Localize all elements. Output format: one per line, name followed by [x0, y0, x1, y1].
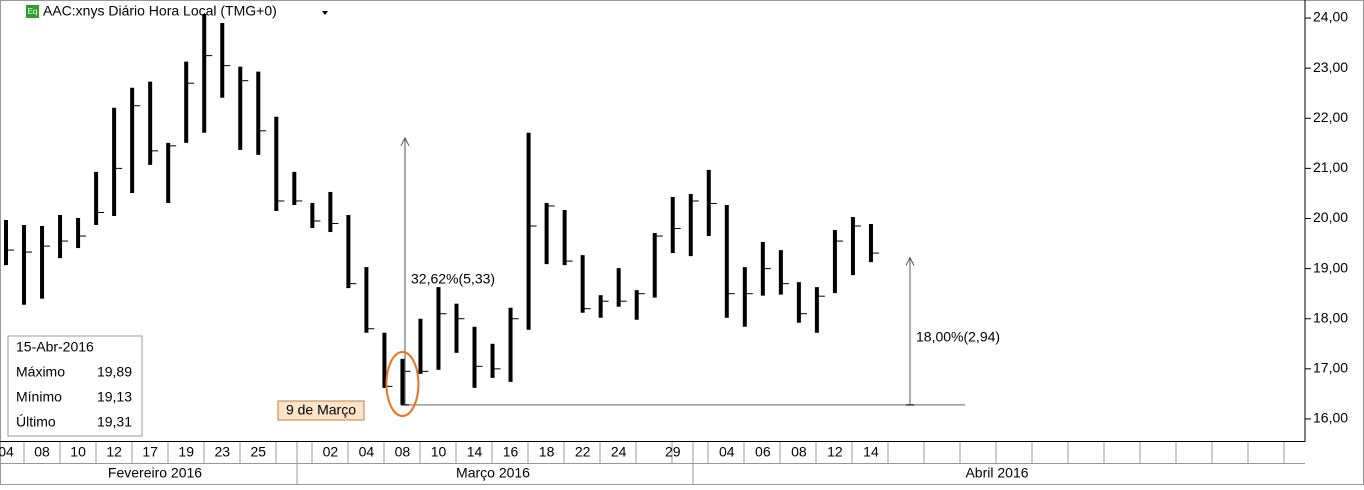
x-tick-label: 22	[575, 444, 591, 460]
highlight-circle	[385, 351, 420, 417]
y-tick-label: 23,00	[1313, 59, 1348, 75]
x-tick-label: 14	[863, 444, 879, 460]
info-date: 15-Abr-2016	[16, 339, 94, 355]
x-tick-label: 04	[359, 444, 375, 460]
x-tick-label: 06	[755, 444, 771, 460]
date-marker: 9 de Março	[286, 402, 356, 418]
y-tick-label: 17,00	[1313, 360, 1348, 376]
x-tick-label: 10	[431, 444, 447, 460]
x-tick-label: 12	[827, 444, 843, 460]
x-tick-label: 19	[178, 444, 194, 460]
info-box	[7, 335, 143, 437]
x-tick-label: 12	[106, 444, 122, 460]
x-tick-label: 14	[467, 444, 483, 460]
y-tick-label: 22,00	[1313, 109, 1348, 125]
month-label: Fevereiro 2016	[108, 465, 202, 481]
dropdown-icon[interactable]	[322, 11, 328, 15]
info-value: 19,31	[97, 414, 132, 430]
measure-label: 18,00%(2,94)	[916, 329, 1000, 345]
date-marker-box	[277, 400, 365, 421]
x-tick-label: 08	[34, 444, 50, 460]
month-label: Abril 2016	[965, 465, 1028, 481]
arrow-head	[905, 256, 915, 266]
y-tick-label: 20,00	[1313, 209, 1348, 225]
x-tick-label: 04	[0, 444, 14, 460]
x-tick-label: 29	[665, 444, 681, 460]
info-label: Último	[16, 414, 56, 430]
y-tick-label: 21,00	[1313, 159, 1348, 175]
info-value: 19,13	[97, 389, 132, 405]
x-tick-label: 17	[142, 444, 158, 460]
y-tick-label: 24,00	[1313, 9, 1348, 25]
x-tick-label: 04	[719, 444, 735, 460]
info-value: 19,89	[97, 364, 132, 380]
icon	[26, 5, 39, 18]
measure-label: 32,62%(5,33)	[411, 271, 495, 287]
x-tick-label: 08	[395, 444, 411, 460]
chart-title[interactable]: AAC:xnys Diário Hora Local (TMG+0)	[43, 3, 277, 19]
y-tick-label: 16,00	[1313, 410, 1348, 426]
x-tick-label: 25	[250, 444, 266, 460]
x-tick-label: 16	[503, 444, 519, 460]
y-tick-label: 19,00	[1313, 259, 1348, 275]
info-label: Mínimo	[16, 389, 62, 405]
x-tick-label: 18	[539, 444, 555, 460]
x-tick-label: 10	[70, 444, 86, 460]
x-tick-label: 08	[791, 444, 807, 460]
info-label: Máximo	[16, 364, 65, 380]
x-tick-label: 02	[323, 444, 339, 460]
y-tick-label: 18,00	[1313, 309, 1348, 325]
x-tick-label: 23	[214, 444, 230, 460]
x-tick-label: 24	[611, 444, 627, 460]
icon-text: Eq	[28, 7, 38, 16]
month-label: Março 2016	[456, 465, 530, 481]
arrow-head	[400, 136, 410, 147]
